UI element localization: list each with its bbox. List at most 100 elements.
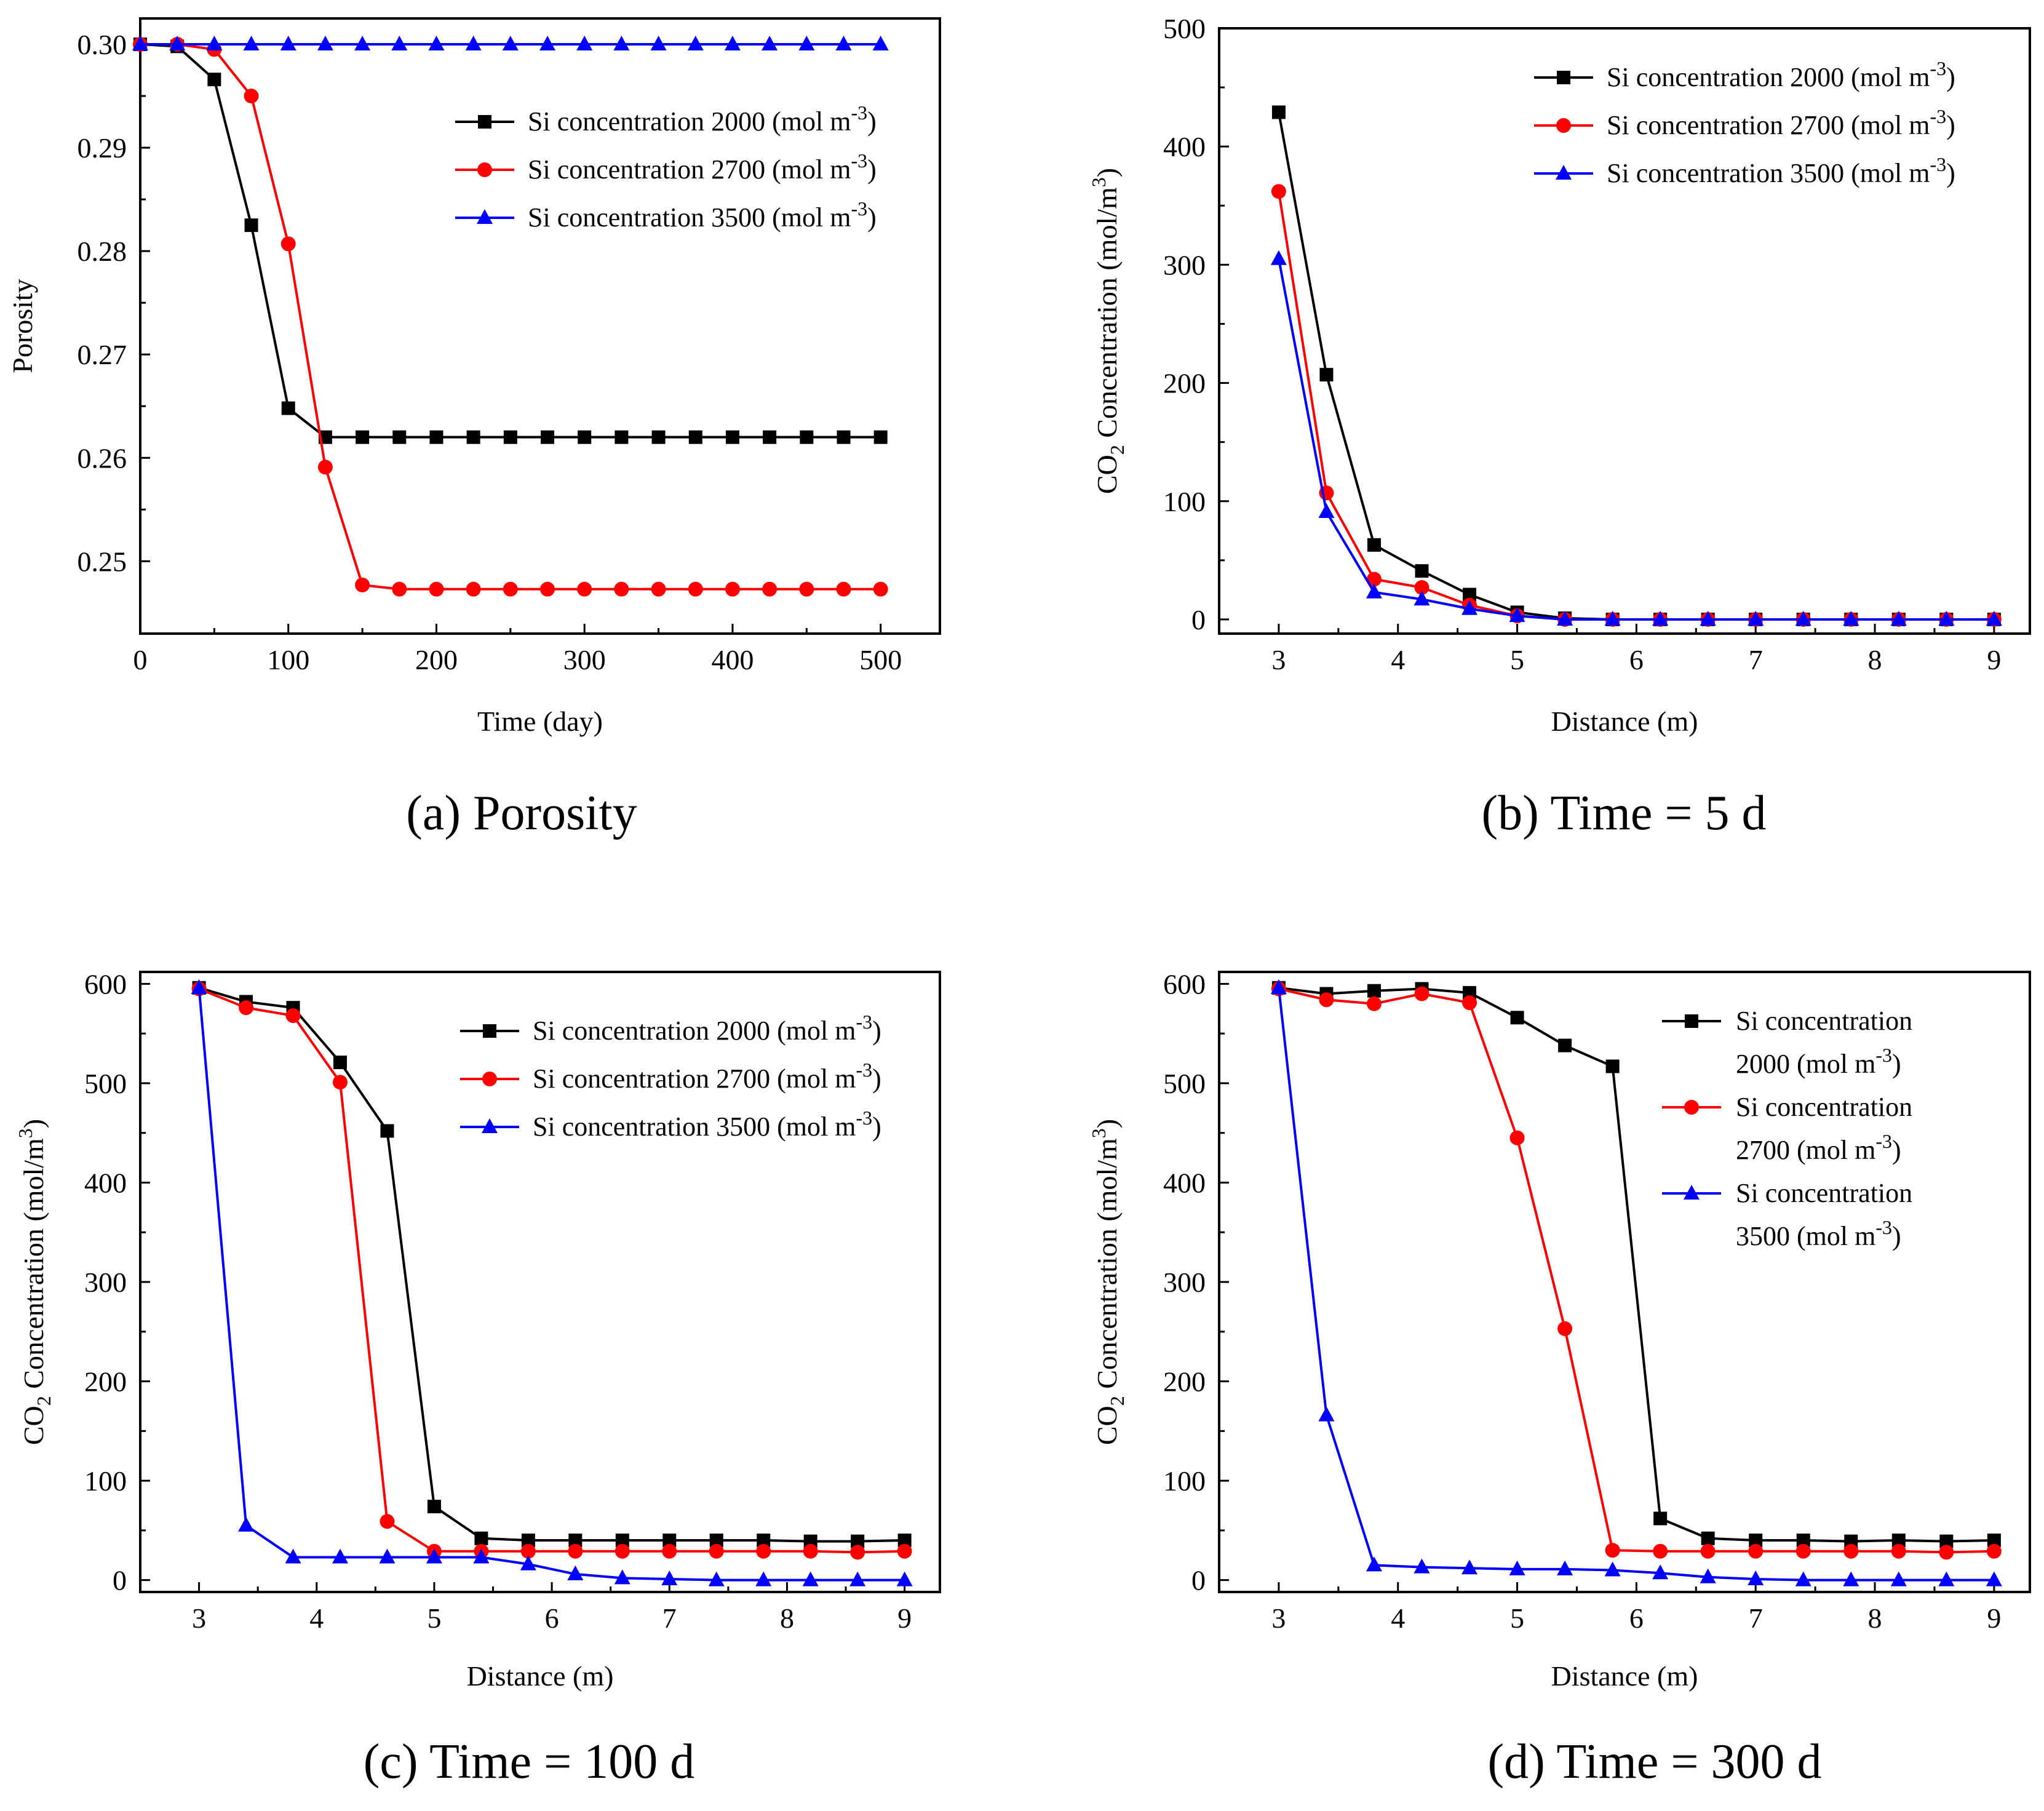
data-point <box>725 430 739 444</box>
data-point <box>1510 1011 1524 1025</box>
x-tick-label: 100 <box>267 644 309 675</box>
data-point <box>191 979 207 994</box>
y-tick-label: 0.26 <box>78 442 127 474</box>
panel-caption: (b) Time = 5 d <box>1482 786 1767 840</box>
data-point <box>1653 1511 1668 1526</box>
data-point <box>520 1555 536 1570</box>
data-point <box>503 430 517 444</box>
data-point <box>851 1534 865 1548</box>
data-point <box>757 1534 771 1547</box>
data-point <box>1605 1543 1620 1558</box>
data-point <box>474 1531 488 1545</box>
data-point <box>280 36 296 51</box>
data-point <box>835 36 852 51</box>
data-point <box>1891 1543 1906 1559</box>
x-tick-label: 5 <box>427 1602 441 1634</box>
y-tick-label: 200 <box>1163 368 1206 399</box>
legend-marker <box>478 115 491 129</box>
data-point <box>756 1543 771 1559</box>
data-point <box>1462 995 1477 1011</box>
y-tick-label: 0.29 <box>78 132 127 164</box>
legend-marker <box>1557 71 1570 84</box>
legend-label: Si concentration 2000 (mol m-3) <box>528 101 877 137</box>
data-point <box>1795 610 1811 626</box>
data-point <box>1415 564 1429 578</box>
data-point <box>1748 1570 1764 1585</box>
legend-label: 2000 (mol m-3) <box>1736 1044 1901 1079</box>
data-point <box>239 1000 254 1016</box>
data-point <box>799 581 814 597</box>
y-tick-label: 300 <box>1163 1267 1206 1298</box>
data-point <box>709 1543 724 1559</box>
data-point <box>356 430 370 444</box>
data-point <box>465 36 482 51</box>
legend-label: Si concentration <box>1736 1092 1912 1122</box>
legend: Si concentration 2000 (mol m-3) Si concen… <box>1534 57 1955 188</box>
x-tick-label: 4 <box>309 1602 324 1634</box>
data-point <box>577 581 592 597</box>
data-point <box>1795 1543 1811 1559</box>
y-tick-label: 400 <box>1163 131 1206 162</box>
x-tick-label: 4 <box>1391 1602 1405 1634</box>
legend-label: Si concentration 3500 (mol m-3) <box>528 197 877 233</box>
x-tick-label: 7 <box>662 1602 677 1634</box>
y-tick-label: 0 <box>113 1565 127 1596</box>
series-line <box>1277 258 1994 621</box>
data-point <box>873 430 888 444</box>
data-point <box>651 581 666 597</box>
data-point <box>1652 610 1669 626</box>
legend-label: Si concentration 2700 (mol m-3) <box>533 1059 881 1094</box>
y-tick-label: 0.25 <box>78 546 127 577</box>
data-point <box>725 581 740 597</box>
y-tick-label: 0.30 <box>78 29 127 60</box>
series-2 <box>191 981 912 1560</box>
chart-panel-a: 0 100 200 300 400 500 0.25 0.26 0.27 0.28 0.29 0.30… <box>7 17 941 840</box>
data-point <box>837 430 851 444</box>
y-tick-label: 500 <box>84 1068 127 1099</box>
data-point <box>763 430 777 444</box>
data-point <box>1271 105 1286 119</box>
x-tick-label: 5 <box>1510 1602 1524 1634</box>
data-point <box>687 36 704 51</box>
data-point <box>207 73 221 87</box>
data-point <box>521 1534 535 1547</box>
x-tick-label: 9 <box>1987 1602 2001 1634</box>
x-tick-label: 400 <box>711 644 754 675</box>
panel-caption: (d) Time = 300 d <box>1488 1735 1822 1789</box>
legend-label: Si concentration 2000 (mol m-3) <box>533 1011 881 1046</box>
data-point <box>1557 1560 1573 1575</box>
series-line <box>198 987 905 1554</box>
data-point <box>1939 1545 1954 1560</box>
y-tick-label: 200 <box>84 1366 127 1398</box>
legend-marker <box>1556 165 1572 180</box>
data-point <box>1414 1558 1430 1574</box>
y-tick-label: 0.28 <box>78 236 127 267</box>
data-point <box>661 1570 678 1585</box>
data-point <box>1271 184 1286 199</box>
data-point <box>615 1534 629 1547</box>
data-point <box>132 36 148 51</box>
data-point <box>755 1571 772 1586</box>
series-3 <box>1270 250 2002 626</box>
data-point <box>1748 610 1764 626</box>
chart-panel-b: 3 4 5 6 7 8 9 0 100 200 300 400 500 Distance (m) CO2 C… <box>1088 13 2031 840</box>
x-tick-label: 7 <box>1749 644 1763 675</box>
data-point <box>392 581 407 597</box>
x-axis-label: Distance (m) <box>1551 706 1698 737</box>
series-3 <box>1270 979 2002 1586</box>
x-tick-label: 3 <box>1271 644 1286 675</box>
data-point <box>466 581 481 597</box>
panel-caption: (a) Porosity <box>406 786 637 840</box>
data-point <box>614 430 629 444</box>
data-point <box>541 430 555 444</box>
data-point <box>520 1543 536 1559</box>
series-2 <box>1271 981 2002 1560</box>
x-tick-label: 8 <box>1868 1602 1882 1634</box>
data-point <box>427 1500 441 1514</box>
data-point <box>1700 610 1716 626</box>
data-point <box>380 1124 394 1138</box>
data-point <box>1653 1543 1668 1559</box>
data-point <box>539 36 556 51</box>
data-point <box>1270 250 1287 265</box>
data-point <box>724 36 741 51</box>
